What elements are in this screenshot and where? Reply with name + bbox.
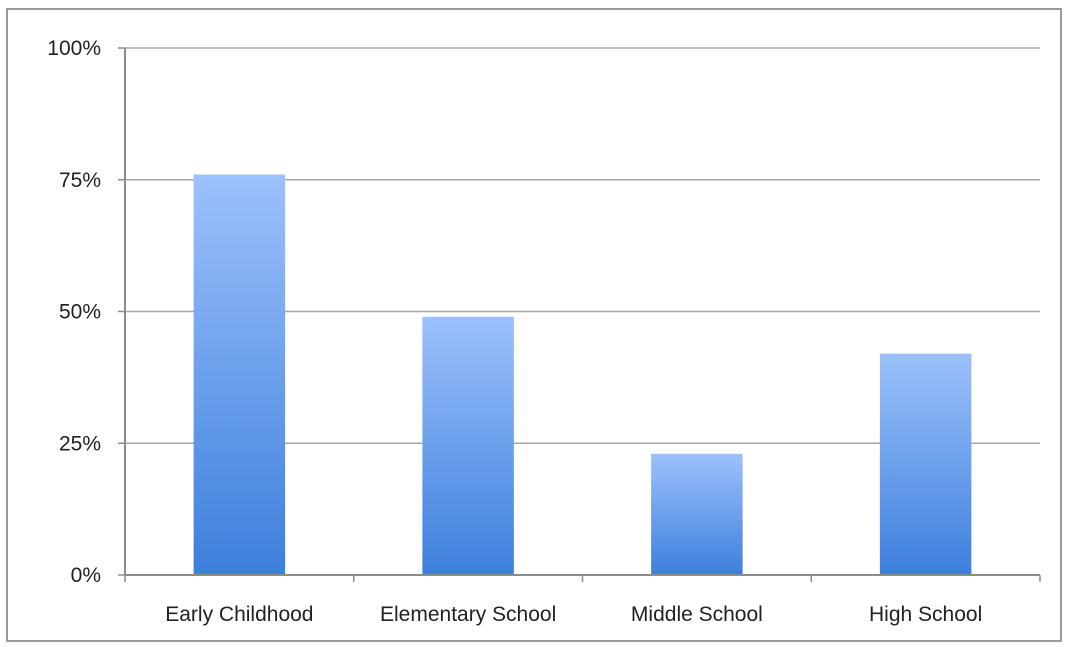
bar: [422, 316, 514, 575]
x-tick-label: High School: [869, 603, 982, 626]
x-tick-label: Elementary School: [380, 603, 556, 626]
x-tick-labels: Early Childhood Elementary School Middle S…: [165, 603, 982, 626]
y-tick-labels: 0% 25% 50% 75% 100%: [47, 37, 101, 587]
y-tick-label: 0%: [71, 564, 101, 587]
y-tick-label: 50%: [59, 301, 101, 324]
axes: [124, 48, 1041, 582]
y-tick-label: 75%: [59, 169, 101, 192]
x-tick-label: Middle School: [631, 603, 763, 626]
y-tick-label: 25%: [59, 432, 101, 455]
y-tick-label: 100%: [47, 37, 101, 60]
bar: [193, 174, 286, 576]
bar: [879, 353, 972, 575]
bars: [193, 174, 972, 576]
bar: [651, 453, 743, 575]
x-tick-label: Early Childhood: [165, 603, 313, 626]
